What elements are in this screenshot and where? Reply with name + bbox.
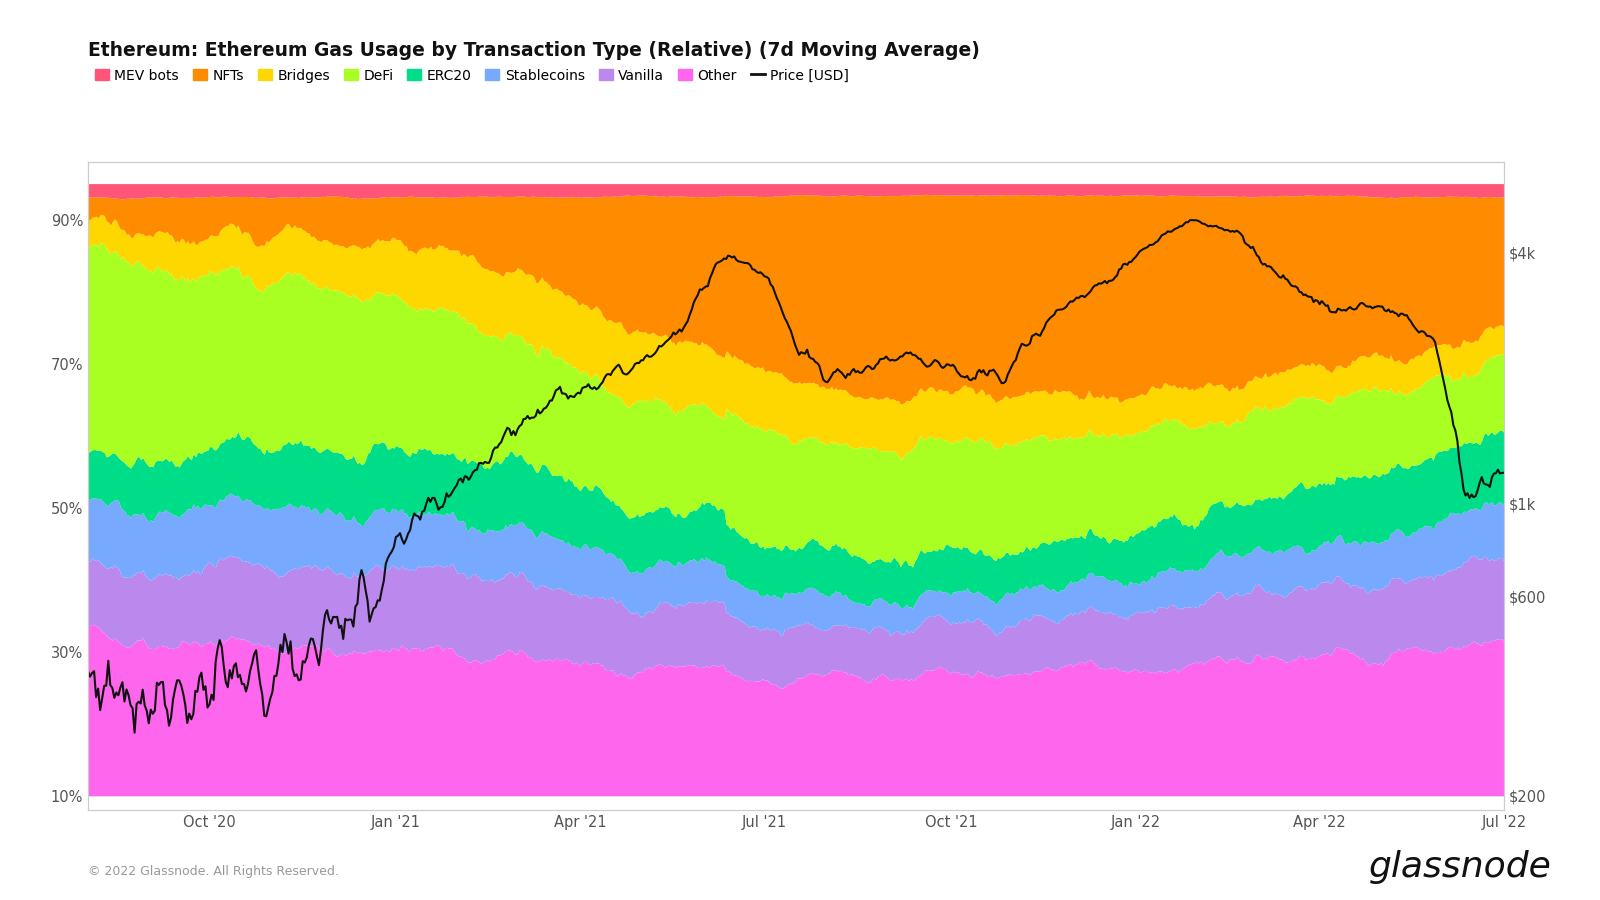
Text: glassnode: glassnode	[1370, 850, 1552, 884]
Text: © 2022 Glassnode. All Rights Reserved.: © 2022 Glassnode. All Rights Reserved.	[88, 865, 339, 878]
Text: Ethereum: Ethereum Gas Usage by Transaction Type (Relative) (7d Moving Average): Ethereum: Ethereum Gas Usage by Transact…	[88, 40, 979, 59]
Legend: MEV bots, NFTs, Bridges, DeFi, ERC20, Stablecoins, Vanilla, Other, Price [USD]: MEV bots, NFTs, Bridges, DeFi, ERC20, St…	[94, 68, 850, 83]
